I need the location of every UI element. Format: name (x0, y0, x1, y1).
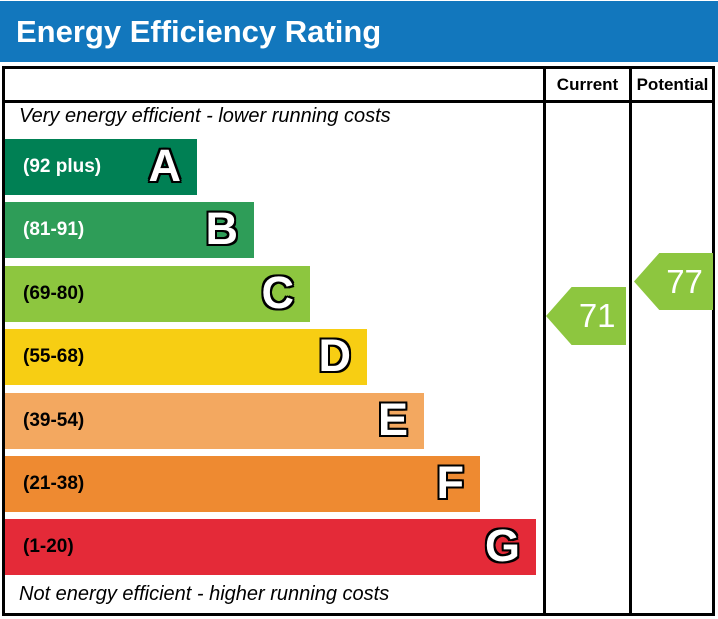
rating-band-b: (81-91) B (5, 202, 254, 258)
top-note: Very energy efficient - lower running co… (19, 105, 391, 127)
divider-header-row (2, 100, 715, 103)
band-range-label: (21-38) (23, 473, 85, 494)
rating-band-c: (69-80) C (5, 266, 310, 322)
divider-potential-column (629, 66, 632, 616)
page-title: Energy Efficiency Rating (16, 14, 382, 49)
rating-band-g: (1-20) G (5, 519, 536, 575)
current-rating-value: 71 (578, 297, 616, 334)
band-range-label: (69-80) (23, 283, 85, 304)
bottom-note: Not energy efficient - higher running co… (19, 583, 390, 605)
band-letter: C (261, 267, 295, 318)
band-letter: B (205, 203, 239, 254)
potential-rating-value: 77 (666, 263, 703, 300)
rating-band-a: (92 plus) A (5, 139, 197, 195)
rating-band-e: (39-54) E (5, 393, 424, 449)
band-range-label: (92 plus) (23, 156, 102, 177)
band-range-label: (81-91) (23, 219, 85, 240)
band-letter: A (148, 140, 182, 191)
band-letter: F (436, 457, 465, 508)
title-banner: Energy Efficiency Rating (0, 1, 718, 62)
band-letter: E (377, 394, 408, 445)
divider-current-column (543, 66, 546, 616)
band-range-label: (55-68) (23, 346, 85, 367)
rating-band-f: (21-38) F (5, 456, 480, 512)
column-header-current: Current (556, 75, 619, 94)
column-header-potential: Potential (636, 75, 709, 94)
band-range-label: (39-54) (23, 410, 85, 431)
rating-band-d: (55-68) D (5, 329, 367, 385)
band-letter: G (484, 520, 520, 571)
band-range-label: (1-20) (23, 536, 74, 557)
band-letter: D (318, 330, 352, 381)
